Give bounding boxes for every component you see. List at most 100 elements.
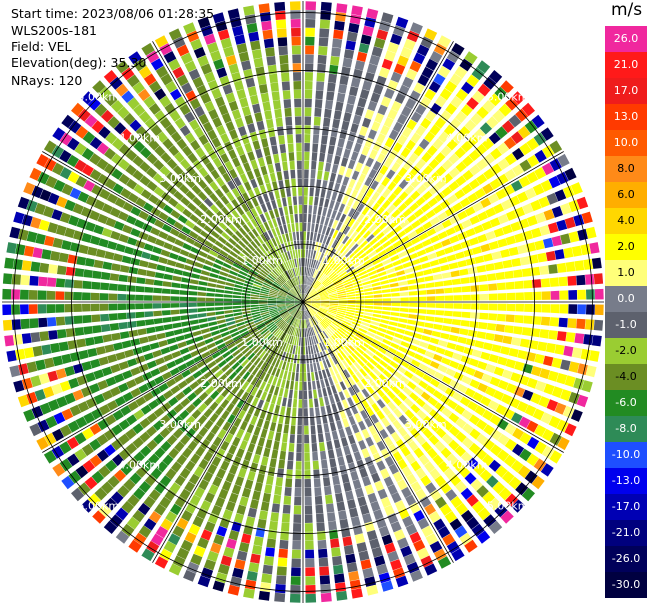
velocity-gate: [272, 258, 279, 266]
velocity-gate: [90, 292, 100, 301]
velocity-gate: [220, 266, 230, 273]
velocity-gate: [483, 76, 497, 90]
velocity-gate: [250, 434, 259, 445]
velocity-gate: [236, 255, 246, 263]
velocity-gate: [418, 454, 430, 466]
velocity-gate: [235, 318, 244, 324]
velocity-gate: [482, 491, 496, 505]
velocity-gate: [267, 345, 274, 354]
velocity-gate: [331, 355, 338, 365]
velocity-gate: [304, 107, 312, 117]
velocity-gate: [300, 319, 302, 329]
velocity-gate: [127, 275, 137, 283]
velocity-gate: [335, 211, 342, 221]
velocity-gate: [255, 215, 263, 225]
velocity-gate: [351, 588, 363, 599]
velocity-gate: [565, 261, 576, 272]
velocity-gate: [395, 575, 409, 588]
velocity-gate: [150, 227, 161, 236]
velocity-gate: [130, 228, 141, 238]
velocity-gate: [358, 252, 367, 260]
velocity-gate: [163, 323, 173, 331]
velocity-gate: [421, 238, 432, 247]
velocity-gate: [23, 347, 35, 359]
velocity-gate: [232, 25, 244, 37]
velocity-gate: [188, 252, 198, 260]
velocity-gate: [320, 188, 326, 198]
velocity-gate: [205, 162, 215, 173]
velocity-gate: [325, 100, 334, 110]
velocity-gate: [352, 318, 362, 324]
velocity-gate: [453, 303, 462, 309]
velocity-gate: [311, 326, 316, 336]
velocity-gate: [190, 453, 201, 465]
velocity-gate: [354, 313, 364, 318]
velocity-gate: [471, 294, 480, 301]
velocity-gate: [444, 246, 454, 255]
velocity-gate: [286, 303, 295, 307]
velocity-gate: [61, 475, 75, 490]
velocity-gate: [369, 358, 378, 367]
velocity-gate: [361, 428, 370, 439]
velocity-gate: [38, 317, 48, 328]
velocity-gate: [292, 309, 299, 317]
velocity-gate: [290, 576, 301, 585]
velocity-gate: [415, 434, 426, 446]
velocity-gate: [470, 285, 480, 292]
velocity-gate: [366, 530, 378, 541]
velocity-gate: [118, 158, 130, 171]
velocity-gate: [284, 271, 290, 280]
velocity-gate: [362, 352, 372, 361]
velocity-gate: [192, 397, 202, 408]
velocity-gate: [270, 271, 278, 279]
velocity-gate: [374, 555, 386, 567]
velocity-gate: [435, 165, 447, 177]
velocity-gate: [89, 153, 102, 166]
velocity-gate: [460, 451, 473, 464]
velocity-gate: [434, 440, 446, 452]
velocity-gate: [359, 240, 368, 249]
velocity-gate: [92, 510, 106, 524]
velocity-gate: [365, 157, 374, 168]
velocity-gate: [369, 149, 378, 160]
velocity-gate: [174, 475, 186, 487]
velocity-gate: [362, 567, 374, 579]
velocity-gate: [143, 202, 154, 213]
velocity-gate: [329, 366, 335, 376]
velocity-gate: [209, 181, 219, 192]
velocity-gate: [303, 328, 305, 338]
velocity-gate: [589, 242, 600, 254]
velocity-gate: [257, 518, 267, 529]
velocity-gate: [140, 147, 152, 159]
velocity-gate: [107, 116, 120, 129]
velocity-gate: [519, 142, 532, 156]
velocity-gate: [345, 103, 354, 114]
velocity-gate: [368, 223, 378, 233]
velocity-gate: [203, 396, 214, 407]
velocity-gate: [425, 282, 435, 288]
velocity-gate: [398, 84, 410, 96]
velocity-gate: [355, 305, 365, 308]
velocity-gate: [457, 363, 468, 373]
velocity-gate: [283, 283, 291, 290]
velocity-gate: [276, 304, 286, 306]
velocity-gate: [219, 327, 229, 333]
velocity-gate: [376, 388, 385, 398]
velocity-gate: [339, 371, 347, 381]
velocity-gate: [200, 500, 212, 512]
velocity-gate: [138, 481, 151, 493]
velocity-gate: [576, 274, 586, 286]
velocity-gate: [524, 404, 537, 417]
velocity-gate: [314, 196, 319, 206]
velocity-gate: [374, 217, 384, 227]
velocity-gate: [87, 348, 98, 358]
velocity-gate: [243, 588, 255, 599]
velocity-gate: [93, 335, 104, 345]
velocity-gate: [93, 224, 104, 235]
azimuth-spoke: [152, 301, 304, 563]
velocity-gate: [287, 325, 292, 334]
velocity-gate: [108, 283, 118, 291]
velocity-gate: [441, 272, 452, 279]
velocity-gate: [469, 321, 479, 329]
velocity-gate: [285, 261, 290, 270]
